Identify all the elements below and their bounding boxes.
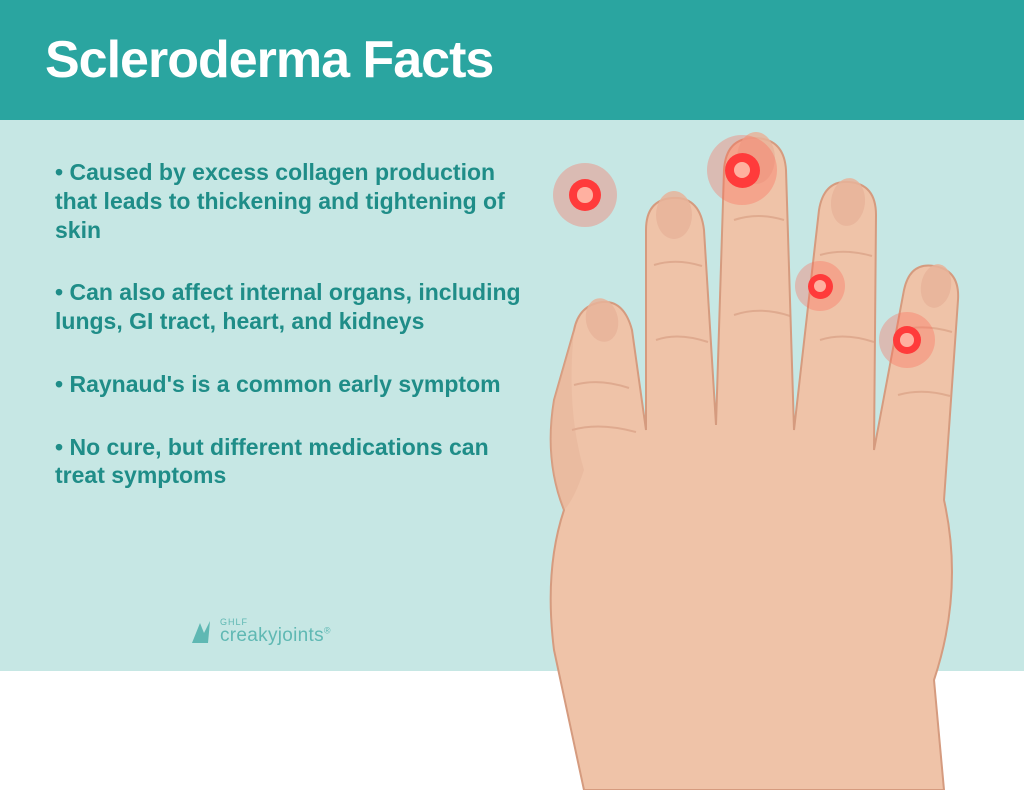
hand-illustration [424,30,1024,790]
logo-text: GHLF creakyjoints® [220,618,331,646]
logo-registered: ® [324,626,331,636]
content-area: • Caused by excess collagen production t… [0,120,1024,671]
logo-brand-creaky: creaky [220,625,278,646]
hand-svg [424,30,1024,790]
brand-logo: GHLF creakyjoints® [190,618,331,646]
logo-icon [190,619,212,645]
logo-brand-joints: joints [278,625,324,646]
